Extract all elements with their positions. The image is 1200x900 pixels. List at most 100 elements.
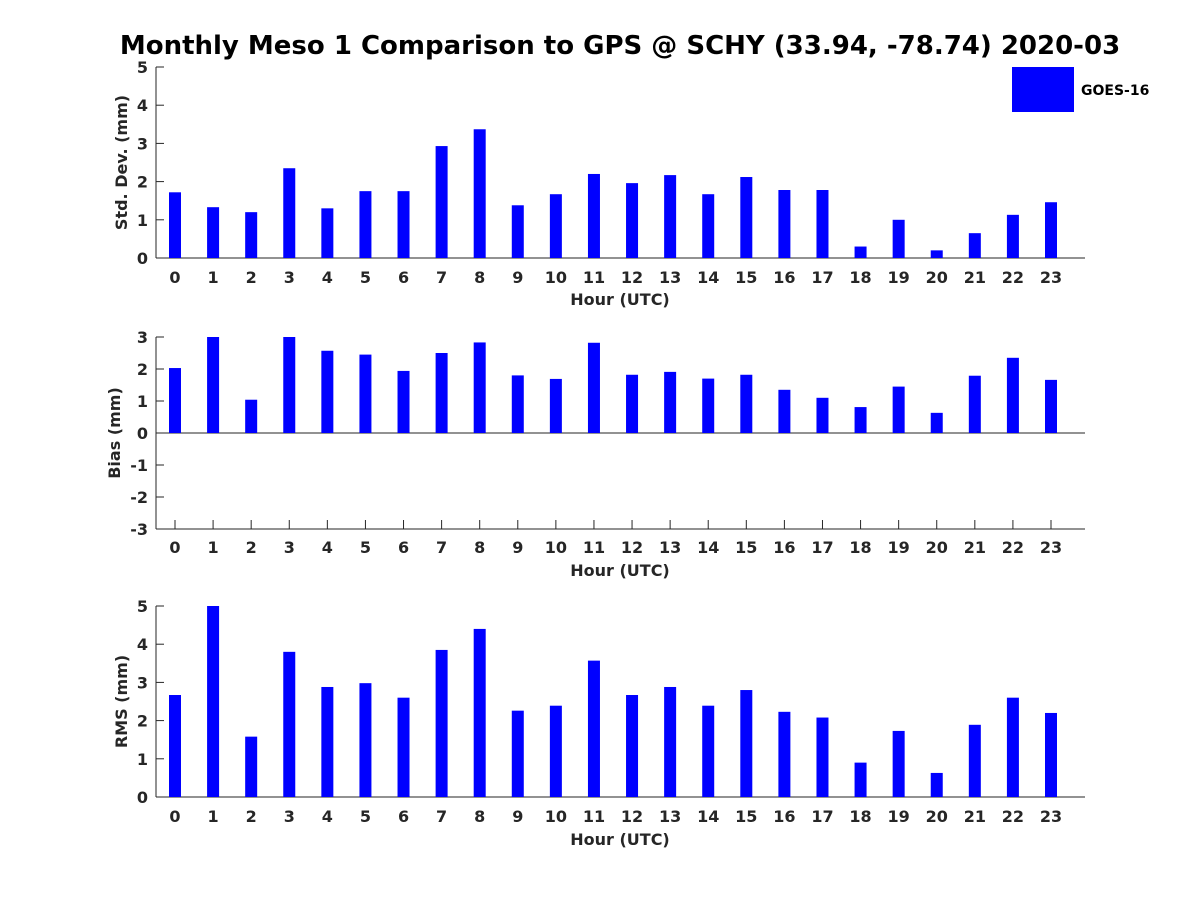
std-dev-x-tick-label: 7 <box>436 268 447 287</box>
rms-bar-7 <box>435 649 448 797</box>
std-dev-x-tick-label: 0 <box>169 268 180 287</box>
std-dev-x-tick-label: 19 <box>888 268 910 287</box>
bias-bar-22 <box>1006 357 1019 433</box>
rms-x-tick-label: 0 <box>169 807 180 826</box>
rms-x-label: Hour (UTC) <box>570 830 670 849</box>
rms-y-tick-label: 5 <box>137 597 148 616</box>
bias-bar-0 <box>169 368 181 433</box>
rms-bar-6 <box>397 697 410 797</box>
std-dev-bar-12 <box>626 183 639 258</box>
std-dev-x-tick-label: 23 <box>1040 268 1062 287</box>
std-dev-x-tick-label: 2 <box>246 268 257 287</box>
std-dev-x-tick-label: 15 <box>735 268 757 287</box>
std-dev-bar-5 <box>359 191 372 258</box>
rms-x-tick-label: 11 <box>583 807 605 826</box>
rms-x-tick-label: 3 <box>284 807 295 826</box>
rms-bar-5 <box>359 683 372 797</box>
std-dev-x-tick-label: 18 <box>849 268 871 287</box>
rms-bar-8 <box>473 628 486 797</box>
std-dev-bar-8 <box>473 129 486 258</box>
bias-bar-8 <box>473 342 486 433</box>
std-dev-bar-3 <box>283 168 296 258</box>
bias-x-tick-label: 2 <box>246 538 257 557</box>
rms-bar-1 <box>207 606 220 797</box>
std-dev-x-tick-label: 22 <box>1002 268 1024 287</box>
rms-bar-4 <box>321 686 334 797</box>
std-dev-x-tick-label: 10 <box>545 268 567 287</box>
bias-x-tick-label: 23 <box>1040 538 1062 557</box>
bias-y-tick-label: 0 <box>137 424 148 443</box>
std-dev-x-tick-label: 1 <box>208 268 219 287</box>
std-dev-bar-7 <box>435 146 448 258</box>
bias-y-tick-label: 1 <box>137 392 148 411</box>
rms-x-tick-label: 8 <box>474 807 485 826</box>
bias-x-tick-label: 6 <box>398 538 409 557</box>
bias-bar-15 <box>740 374 753 433</box>
std-dev-x-tick-label: 4 <box>322 268 333 287</box>
rms-x-tick-label: 15 <box>735 807 757 826</box>
rms-bar-16 <box>778 711 791 797</box>
rms-y-label: RMS (mm) <box>112 655 131 748</box>
std-dev-x-tick-label: 17 <box>811 268 833 287</box>
bias-y-tick-label: -2 <box>130 488 148 507</box>
bias-x-tick-label: 22 <box>1002 538 1024 557</box>
figure-title: Monthly Meso 1 Comparison to GPS @ SCHY … <box>120 31 1120 61</box>
rms-x-tick-label: 20 <box>926 807 948 826</box>
bias-x-tick-label: 9 <box>512 538 523 557</box>
legend-swatch <box>1012 67 1074 112</box>
bias-y-tick-label: -3 <box>130 520 148 539</box>
std-dev-bar-22 <box>1006 214 1019 258</box>
bias-x-tick-label: 11 <box>583 538 605 557</box>
rms-x-tick-label: 14 <box>697 807 719 826</box>
std-dev-bar-10 <box>549 194 562 258</box>
rms-y-tick-label: 4 <box>137 635 148 654</box>
rms-x-tick-label: 2 <box>246 807 257 826</box>
bias-x-tick-label: 1 <box>208 538 219 557</box>
std-dev-x-tick-label: 9 <box>512 268 523 287</box>
rms-bar-3 <box>283 651 296 797</box>
bias-x-tick-label: 17 <box>811 538 833 557</box>
rms-bar-22 <box>1006 697 1019 797</box>
rms-bar-14 <box>702 705 715 797</box>
rms-x-tick-label: 22 <box>1002 807 1024 826</box>
rms-x-tick-label: 19 <box>888 807 910 826</box>
rms-x-tick-label: 18 <box>849 807 871 826</box>
std-dev-x-tick-label: 11 <box>583 268 605 287</box>
rms-x-tick-label: 13 <box>659 807 681 826</box>
rms-bar-18 <box>854 762 867 797</box>
bias-bar-6 <box>397 370 410 433</box>
bias-x-tick-label: 21 <box>964 538 986 557</box>
rms-y-tick-label: 2 <box>137 712 148 731</box>
rms-x-tick-label: 16 <box>773 807 795 826</box>
rms-bar-23 <box>1045 712 1057 797</box>
bias-bar-7 <box>435 353 448 433</box>
std-dev-x-tick-label: 13 <box>659 268 681 287</box>
std-dev-y-tick-label: 0 <box>137 249 148 268</box>
rms-bar-17 <box>816 717 829 797</box>
legend-label: GOES-16 <box>1081 83 1149 99</box>
std-dev-bar-1 <box>207 207 220 258</box>
bias-bar-17 <box>816 397 829 433</box>
bias-bar-19 <box>892 386 905 433</box>
bias-x-tick-label: 12 <box>621 538 643 557</box>
rms-x-tick-label: 12 <box>621 807 643 826</box>
std-dev-bar-20 <box>930 250 943 258</box>
bias-x-tick-label: 18 <box>849 538 871 557</box>
rms-x-tick-label: 6 <box>398 807 409 826</box>
rms-x-tick-label: 4 <box>322 807 333 826</box>
bias-x-tick-label: 20 <box>926 538 948 557</box>
std-dev-bar-11 <box>587 173 600 258</box>
rms-bar-2 <box>245 736 258 797</box>
bias-bar-11 <box>587 342 600 433</box>
rms-bar-15 <box>740 690 753 797</box>
rms-x-tick-label: 21 <box>964 807 986 826</box>
std-dev-x-tick-label: 20 <box>926 268 948 287</box>
std-dev-bar-17 <box>816 190 829 258</box>
rms-x-tick-label: 7 <box>436 807 447 826</box>
rms-x-tick-label: 10 <box>545 807 567 826</box>
rms-bar-19 <box>892 730 905 797</box>
bias-bar-16 <box>778 389 791 433</box>
legend: GOES-16 <box>1012 67 1149 112</box>
